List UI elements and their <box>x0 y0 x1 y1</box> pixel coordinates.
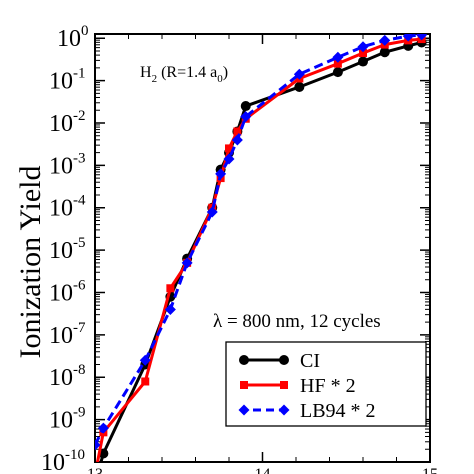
data-point <box>294 81 305 92</box>
data-point <box>166 284 175 293</box>
y-tick-base: 10 <box>49 238 73 264</box>
data-point <box>139 354 151 366</box>
y-tick-base: 10 <box>49 153 73 179</box>
data-point <box>240 101 251 112</box>
y-tick-label: 10-5 <box>49 235 86 264</box>
data-point <box>206 206 218 218</box>
y-tick-exponent: -6 <box>73 277 86 293</box>
y-tick-exponent: -5 <box>73 235 86 251</box>
legend-marker-left <box>239 355 249 365</box>
legend-entry: CI <box>239 350 320 372</box>
data-point <box>359 49 367 58</box>
data-point <box>225 144 233 153</box>
data-point <box>240 111 252 123</box>
molecule-mid: (R=1.4 a <box>157 64 217 81</box>
molecule-subscript-2: 0 <box>217 73 223 85</box>
data-point <box>333 59 342 68</box>
data-point <box>223 153 235 165</box>
y-tick-base: 10 <box>57 26 81 52</box>
data-point <box>416 34 428 41</box>
legend-entry: LB94 * 2 <box>238 400 376 422</box>
legend-label: HF * 2 <box>300 375 356 397</box>
y-tick-exponent: -3 <box>73 150 86 166</box>
y-tick-label: 100 <box>57 23 89 52</box>
y-tick-exponent: -7 <box>73 320 86 336</box>
y-tick-exponent: -8 <box>73 362 86 378</box>
legend-label: CI <box>300 350 320 372</box>
y-tick-exponent: -9 <box>73 405 86 421</box>
y-tick-label: 10-10 <box>41 447 85 474</box>
y-tick-label: 10-2 <box>49 108 86 137</box>
y-tick-exponent: -10 <box>65 447 85 463</box>
y-tick-label: 10-3 <box>49 150 86 179</box>
data-point <box>332 51 344 63</box>
legend-marker-right <box>278 404 290 416</box>
y-tick-base: 10 <box>49 69 73 95</box>
data-point <box>402 34 414 42</box>
y-tick-base: 10 <box>49 111 73 137</box>
molecule-subscript: 2 <box>152 73 158 85</box>
y-tick-label: 10-8 <box>49 362 86 391</box>
y-tick-exponent: -2 <box>73 108 86 124</box>
y-tick-exponent: -1 <box>73 66 86 82</box>
y-tick-label: 10-6 <box>49 277 86 306</box>
legend-marker-left <box>238 404 250 416</box>
x-tick-label: 13 <box>87 466 103 474</box>
y-tick-base: 10 <box>49 408 73 434</box>
legend-entry: HF * 2 <box>240 375 356 397</box>
data-point <box>379 34 391 46</box>
data-point <box>379 47 390 58</box>
laser-annotation: λ = 800 nm, 12 cycles <box>213 311 381 332</box>
y-tick-base: 10 <box>49 323 73 349</box>
series-layer <box>95 34 428 462</box>
molecule-annotation: H2 (R=1.4 a0) <box>140 64 228 85</box>
data-point <box>357 41 369 53</box>
y-tick-base: 10 <box>49 365 73 391</box>
tick-labels: 10010-110-210-310-410-510-610-710-810-91… <box>41 23 438 474</box>
molecule-end: ) <box>223 64 228 81</box>
y-tick-exponent: -4 <box>73 193 86 209</box>
data-point <box>97 422 109 434</box>
legend-items: CI HF * 2 LB94 * 2 <box>238 350 376 422</box>
series-line <box>95 34 422 446</box>
y-tick-label: 10-1 <box>49 66 86 95</box>
legend: CI HF * 2 LB94 * 2 <box>225 341 427 427</box>
tick-marks <box>94 34 431 463</box>
data-point <box>164 303 176 315</box>
data-point <box>181 257 193 269</box>
series-lb94-2 <box>95 34 428 451</box>
y-axis-label: Ionization Yield <box>14 165 47 358</box>
y-tick-base: 10 <box>49 280 73 306</box>
legend-marker-right <box>279 355 289 365</box>
data-point <box>141 377 150 386</box>
y-tick-base: 10 <box>41 450 65 474</box>
y-tick-label: 10-4 <box>49 193 86 222</box>
y-tick-exponent: 0 <box>81 23 89 39</box>
legend-marker-left <box>240 381 248 389</box>
data-point <box>215 168 227 180</box>
legend-marker-right <box>280 381 288 389</box>
data-point <box>95 439 101 451</box>
data-point <box>233 127 242 136</box>
data-point <box>332 67 343 78</box>
x-tick-label: 15 <box>422 466 438 474</box>
y-tick-base: 10 <box>49 196 73 222</box>
data-point <box>358 56 368 67</box>
data-point <box>231 134 243 146</box>
y-tick-label: 10-7 <box>49 320 86 349</box>
x-tick-label: 14 <box>255 466 271 474</box>
legend-label: LB94 * 2 <box>300 400 376 422</box>
y-tick-label: 10-9 <box>49 405 86 434</box>
data-point <box>293 68 305 80</box>
molecule-main: H <box>140 64 152 81</box>
